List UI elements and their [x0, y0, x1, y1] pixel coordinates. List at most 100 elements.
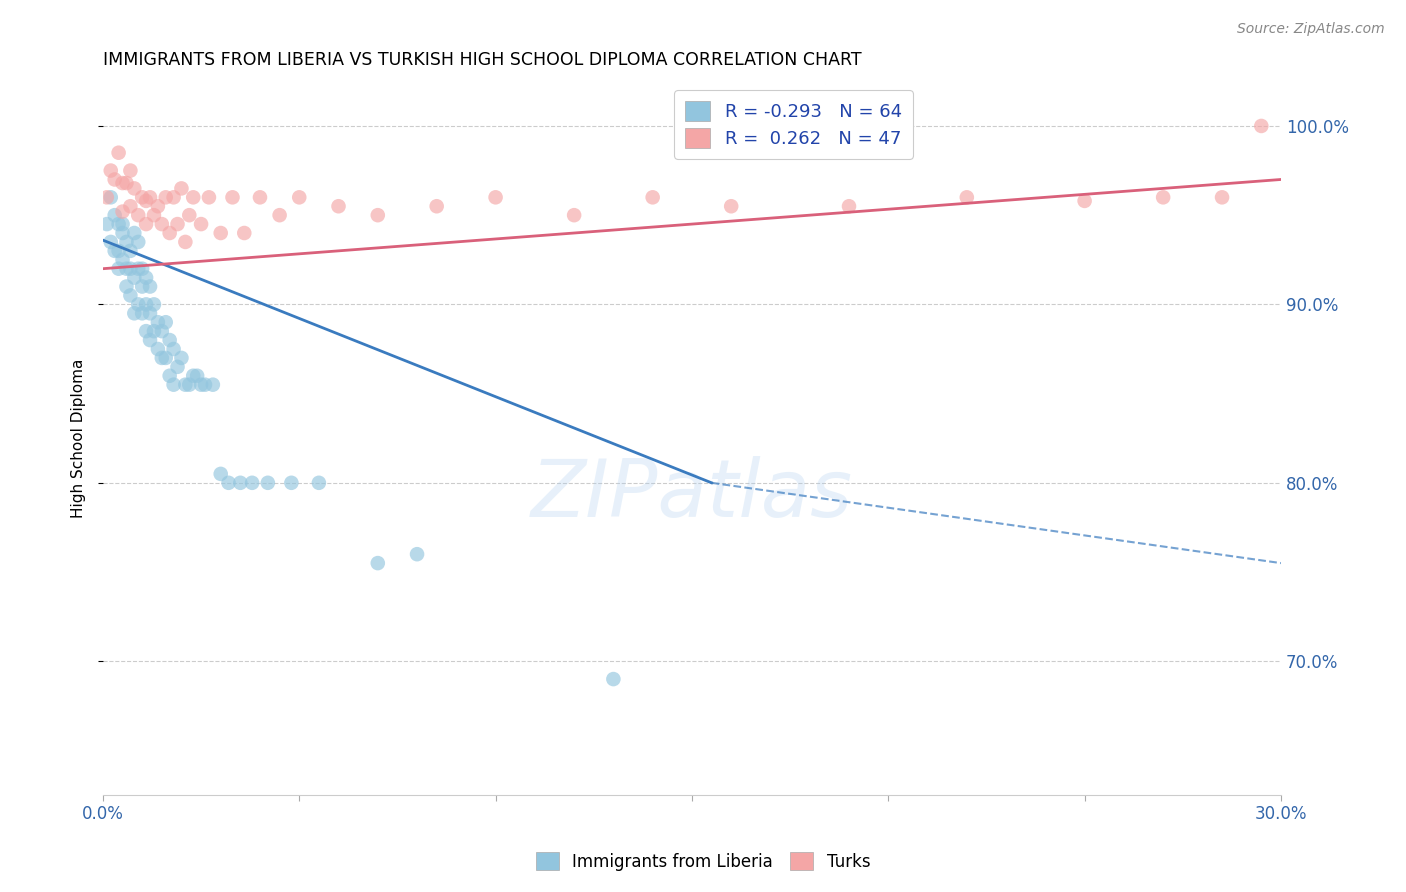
- Point: [107, 244, 129, 258]
- Point: [115, 279, 138, 293]
- Point: [104, 244, 127, 258]
- Point: [209, 467, 232, 481]
- Point: [159, 226, 181, 240]
- Point: [135, 194, 157, 208]
- Point: [139, 306, 162, 320]
- Point: [194, 377, 217, 392]
- Point: [111, 252, 134, 267]
- Point: [104, 208, 127, 222]
- Point: [124, 226, 146, 240]
- Point: [120, 288, 142, 302]
- Point: [201, 377, 224, 392]
- Point: [288, 190, 311, 204]
- Point: [131, 261, 153, 276]
- Point: [131, 279, 153, 293]
- Point: [229, 475, 252, 490]
- Point: [170, 181, 193, 195]
- Point: [170, 351, 193, 365]
- Point: [209, 226, 232, 240]
- Point: [100, 190, 122, 204]
- Point: [107, 261, 129, 276]
- Point: [308, 475, 330, 490]
- Point: [179, 208, 201, 222]
- Point: [328, 199, 350, 213]
- Point: [602, 672, 624, 686]
- Point: [107, 145, 129, 160]
- Point: [179, 377, 201, 392]
- Point: [115, 235, 138, 249]
- Point: [406, 547, 429, 561]
- Point: [127, 261, 149, 276]
- Point: [240, 475, 263, 490]
- Point: [139, 190, 162, 204]
- Point: [186, 368, 208, 383]
- Point: [190, 377, 212, 392]
- Point: [131, 190, 153, 204]
- Point: [150, 324, 173, 338]
- Point: [1211, 190, 1233, 204]
- Point: [96, 217, 118, 231]
- Point: [221, 190, 243, 204]
- Point: [131, 306, 153, 320]
- Point: [135, 324, 157, 338]
- Text: ZIPatlas: ZIPatlas: [531, 457, 853, 534]
- Point: [838, 199, 860, 213]
- Legend: Immigrants from Liberia, Turks: Immigrants from Liberia, Turks: [527, 844, 879, 880]
- Point: [1250, 119, 1272, 133]
- Y-axis label: High School Diploma: High School Diploma: [72, 359, 86, 518]
- Point: [120, 244, 142, 258]
- Point: [159, 368, 181, 383]
- Point: [111, 226, 134, 240]
- Point: [269, 208, 291, 222]
- Point: [426, 199, 449, 213]
- Point: [159, 333, 181, 347]
- Point: [218, 475, 240, 490]
- Text: Source: ZipAtlas.com: Source: ZipAtlas.com: [1237, 22, 1385, 37]
- Point: [280, 475, 302, 490]
- Point: [190, 217, 212, 231]
- Point: [367, 556, 389, 570]
- Legend: R = -0.293   N = 64, R =  0.262   N = 47: R = -0.293 N = 64, R = 0.262 N = 47: [673, 90, 912, 159]
- Point: [233, 226, 256, 240]
- Point: [111, 217, 134, 231]
- Point: [120, 163, 142, 178]
- Point: [135, 297, 157, 311]
- Point: [720, 199, 742, 213]
- Point: [155, 190, 177, 204]
- Point: [166, 217, 188, 231]
- Point: [181, 368, 204, 383]
- Point: [127, 208, 149, 222]
- Point: [115, 261, 138, 276]
- Point: [155, 315, 177, 329]
- Point: [124, 270, 146, 285]
- Point: [641, 190, 664, 204]
- Point: [562, 208, 585, 222]
- Point: [150, 217, 173, 231]
- Point: [107, 217, 129, 231]
- Point: [139, 279, 162, 293]
- Point: [111, 204, 134, 219]
- Point: [249, 190, 271, 204]
- Point: [142, 324, 165, 338]
- Point: [1152, 190, 1174, 204]
- Point: [115, 176, 138, 190]
- Point: [127, 297, 149, 311]
- Point: [198, 190, 221, 204]
- Point: [174, 377, 197, 392]
- Point: [135, 217, 157, 231]
- Point: [181, 190, 204, 204]
- Point: [155, 351, 177, 365]
- Point: [146, 315, 169, 329]
- Point: [146, 199, 169, 213]
- Point: [135, 270, 157, 285]
- Point: [166, 359, 188, 374]
- Point: [150, 351, 173, 365]
- Point: [124, 306, 146, 320]
- Point: [120, 261, 142, 276]
- Point: [142, 297, 165, 311]
- Point: [120, 199, 142, 213]
- Point: [1073, 194, 1095, 208]
- Point: [484, 190, 506, 204]
- Point: [100, 163, 122, 178]
- Point: [256, 475, 278, 490]
